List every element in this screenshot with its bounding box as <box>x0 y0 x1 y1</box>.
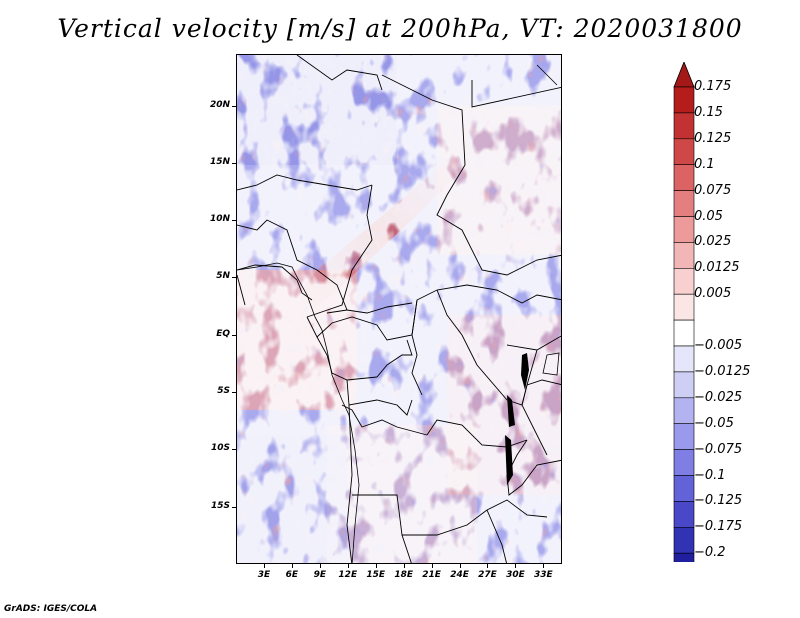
colorbar-level-label: 0.175 <box>694 79 732 94</box>
lat-tick-mark <box>232 105 236 107</box>
lon-tick-mark <box>403 564 405 568</box>
lon-tick-mark <box>291 564 293 568</box>
lon-tick-mark <box>319 564 321 568</box>
lat-tick-label: 10S <box>210 443 230 454</box>
colorbar-swatch <box>673 112 695 140</box>
lon-tick-mark <box>431 564 433 568</box>
lat-tick-mark <box>232 162 236 164</box>
lat-tick-mark <box>232 449 236 451</box>
lon-tick-label: 27E <box>478 570 497 580</box>
lon-tick-mark <box>459 564 461 568</box>
colorbar-level-label: 0.075 <box>694 182 732 198</box>
plot-title: Vertical velocity [m/s] at 200hPa, VT: 2… <box>57 14 743 43</box>
lon-tick-mark <box>543 564 545 568</box>
colorbar-level-label: −0.0125 <box>694 363 751 379</box>
lon-tick-label: 6E <box>285 570 299 580</box>
lon-tick-mark <box>487 564 489 568</box>
lon-tick-label: 33E <box>534 570 553 580</box>
colorbar-swatch <box>673 216 695 243</box>
colorbar-swatch <box>673 268 695 295</box>
lon-tick-label: 3E <box>257 570 271 580</box>
lat-tick-label: 5N <box>216 271 230 282</box>
colorbar-swatch <box>673 345 695 373</box>
colorbar-swatch <box>673 475 695 502</box>
colorbar-level-label: −0.125 <box>694 493 743 509</box>
lat-tick-label: 15S <box>210 500 230 511</box>
lat-tick-mark <box>232 220 236 222</box>
colorbar-swatch <box>673 164 695 191</box>
country-borders <box>237 55 561 563</box>
lat-tick-label: 15N <box>209 156 230 167</box>
lat-tick-mark <box>232 392 236 394</box>
colorbar-max-arrow <box>673 62 695 88</box>
colorbar-swatch <box>673 423 695 450</box>
colorbar-level-label: 0.1 <box>694 156 715 172</box>
colorbar-swatch <box>673 397 695 424</box>
colorbar-swatch <box>673 319 695 347</box>
lon-tick-label: 18E <box>394 570 413 580</box>
lat-tick-label: 20N <box>209 99 230 110</box>
lon-tick-label: 30E <box>506 570 525 580</box>
colorbar-level-label: 0.0125 <box>694 260 740 276</box>
lat-tick-label: EQ <box>216 328 230 339</box>
colorbar-swatch <box>673 190 695 217</box>
colorbar-level-label: −0.025 <box>694 389 743 405</box>
velocity-field-map <box>237 55 561 563</box>
lon-tick-label: 15E <box>366 570 386 580</box>
coastline <box>237 64 558 563</box>
lon-tick-label: 21E <box>422 570 441 580</box>
colorbar-swatch <box>673 138 695 166</box>
colorbar-level-label: −0.1 <box>694 467 726 483</box>
colorbar-swatch <box>673 449 695 476</box>
lon-tick-label: 12E <box>338 570 358 580</box>
lon-tick-label: 24E <box>450 570 469 580</box>
colorbar-level-label: −0.05 <box>694 415 734 431</box>
colorbar-level-label: −0.175 <box>694 519 743 535</box>
field-texture-white <box>237 55 561 563</box>
lon-tick-mark <box>263 564 265 568</box>
colorbar-level-label: 0.05 <box>694 208 723 224</box>
colorbar-level-label: −0.075 <box>694 441 743 457</box>
lon-tick-mark <box>375 564 377 568</box>
colorbar-level-label: 0.025 <box>694 234 732 250</box>
grads-credit: GrADS: IGES/COLA <box>4 604 98 614</box>
colorbar-level-label: 0.15 <box>694 104 723 120</box>
lat-tick-mark <box>232 506 236 508</box>
colorbar-swatch <box>673 86 695 114</box>
lat-tick-label: 5S <box>217 386 230 397</box>
lon-tick-label: 9E <box>313 570 327 580</box>
lat-tick-mark <box>232 277 236 279</box>
lon-tick-mark <box>347 564 349 568</box>
colorbar-swatch <box>673 242 695 269</box>
colorbar-swatch <box>673 552 695 562</box>
lon-tick-mark <box>515 564 517 568</box>
colorbar-swatch <box>673 371 695 399</box>
lat-tick-mark <box>232 334 236 336</box>
colorbar-swatch <box>673 501 695 528</box>
map-panel[interactable] <box>236 54 562 564</box>
lakes <box>505 352 560 485</box>
colorbar-level-label: −0.005 <box>694 338 743 353</box>
colorbar-level-label: 0.005 <box>694 286 732 302</box>
colorbar <box>673 62 695 562</box>
colorbar-level-label: −0.2 <box>694 545 726 561</box>
lat-tick-label: 10N <box>209 214 230 225</box>
colorbar-level-label: 0.125 <box>694 130 732 146</box>
colorbar-swatch <box>673 526 695 554</box>
colorbar-swatch <box>673 293 695 321</box>
